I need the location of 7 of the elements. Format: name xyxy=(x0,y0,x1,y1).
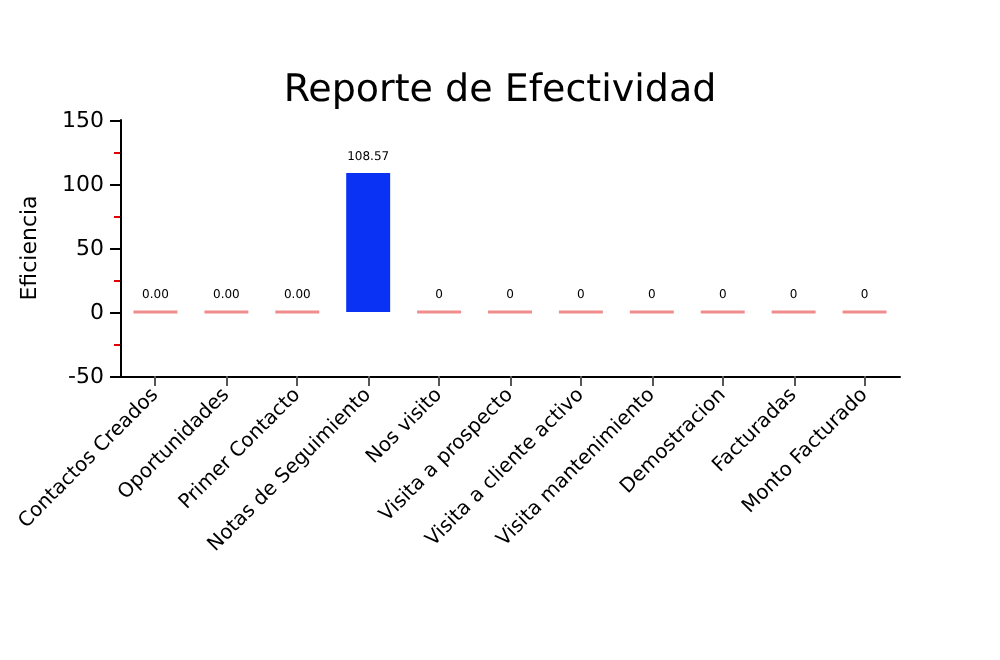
chart-title: Reporte de Efectividad xyxy=(283,67,717,111)
y-tick-label: 150 xyxy=(62,107,104,133)
y-tick-label: 100 xyxy=(62,171,104,197)
y-axis-title: Eficiencia xyxy=(16,195,43,301)
y-tick-label: -50 xyxy=(68,363,104,389)
y-tick-label: 50 xyxy=(76,235,104,261)
y-tick-label: 0 xyxy=(90,299,104,325)
